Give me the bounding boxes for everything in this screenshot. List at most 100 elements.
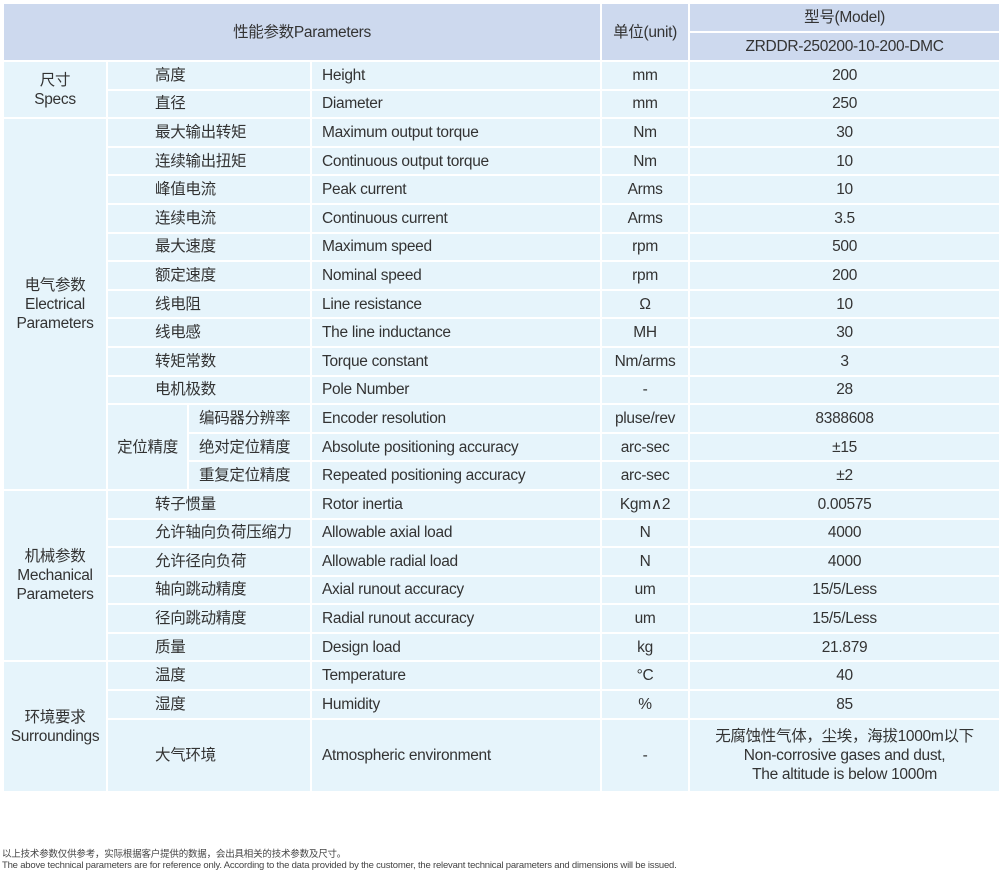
param-unit: kg <box>600 631 691 663</box>
param-name-zh: 高度 <box>106 60 312 91</box>
param-name-en: Maximum output torque <box>309 117 603 148</box>
table-row: 线电感 The line inductance MH 30 <box>3 317 1000 348</box>
param-unit: Nm <box>600 145 691 177</box>
param-value: 28 <box>688 374 1000 406</box>
param-value: 10 <box>688 174 1000 205</box>
param-name-zh: 直径 <box>106 88 312 120</box>
param-value: 30 <box>688 117 1000 148</box>
group-label: 定位精度 <box>106 403 189 491</box>
table-row: 电气参数 Electrical Parameters 最大输出转矩 Maximum … <box>2 117 1000 491</box>
param-name-en: Temperature <box>309 660 603 692</box>
table-row: 峰值电流 Peak current Arms 10 <box>3 174 1000 205</box>
param-name-zh: 轴向跳动精度 <box>106 574 312 606</box>
param-unit: MH <box>600 317 691 348</box>
param-value: 0.00575 <box>688 488 1000 520</box>
param-value: 无腐蚀性气体，尘埃，海拔1000m以下 Non-corrosive gases … <box>688 717 1000 793</box>
header-parameters: 性能参数Parameters <box>1 2 603 62</box>
footnote-en: The above technical parameters are for r… <box>2 860 677 871</box>
param-value: 30 <box>688 317 1000 348</box>
param-unit: Kgm∧2 <box>600 488 691 520</box>
param-value: 21.879 <box>688 631 1000 663</box>
param-unit: mm <box>600 60 691 91</box>
table-row: 电机极数 Pole Number -28 <box>3 374 1000 406</box>
param-name-en: Atmospheric environment <box>309 717 603 793</box>
param-value: 10 <box>688 145 1000 177</box>
param-name-en: Allowable axial load <box>309 517 603 549</box>
table-row: 连续输出扭矩 Continuous output torque Nm 10 <box>3 145 1000 177</box>
param-name-en: Design load <box>309 631 603 663</box>
table-row: 允许轴向负荷压缩力 Allowable axial load N 4000 <box>3 517 1000 549</box>
param-value: 4000 <box>688 546 1000 577</box>
table-row: 绝对定位精度 Absolute positioning accuracy arc-s… <box>3 431 1000 463</box>
param-name-en: Repeated positioning accuracy <box>309 460 603 491</box>
param-name-zh: 连续电流 <box>106 202 312 234</box>
param-value: 10 <box>688 288 1000 320</box>
param-name-en: Continuous output torque <box>309 145 603 177</box>
table-row: 线电阻 Line resistance Ω 10 <box>3 288 1000 320</box>
param-name-en: The line inductance <box>309 317 603 348</box>
param-name-en: Maximum speed <box>309 231 603 263</box>
param-value: 500 <box>688 231 1000 263</box>
param-value: 40 <box>688 660 1000 692</box>
param-name-en: Continuous current <box>309 202 603 234</box>
param-name-en: Nominal speed <box>309 260 603 291</box>
param-name-zh: 允许轴向负荷压缩力 <box>106 517 312 549</box>
param-unit: rpm <box>600 231 691 263</box>
param-value: 200 <box>688 60 1000 91</box>
param-name-en: Peak current <box>309 174 603 205</box>
param-name-en: Absolute positioning accuracy <box>309 431 603 463</box>
param-unit: °C <box>600 660 691 692</box>
param-value: 15/5/Less <box>688 574 1000 606</box>
footnote-zh: 以上技术参数仅供参考，实际根据客户提供的数据，会出具相关的技术参数及尺寸。 <box>2 849 347 860</box>
param-unit: rpm <box>600 260 691 291</box>
table-row: 径向跳动精度 Radial runout accuracy um 15/5/Less <box>3 603 1000 634</box>
param-value: 8388608 <box>688 403 1000 434</box>
param-value: 3 <box>688 345 1000 377</box>
param-name-zh: 大气环境 <box>106 717 312 793</box>
param-name-en: Axial runout accuracy <box>309 574 603 606</box>
param-unit: N <box>600 546 691 577</box>
param-name-zh: 最大速度 <box>106 231 312 263</box>
param-value: 15/5/Less <box>688 603 1000 634</box>
param-name-zh: 重复定位精度 <box>187 460 312 491</box>
param-name-zh: 质量 <box>106 631 312 663</box>
table-row: 转矩常数 Torque constant Nm/arms 3 <box>3 345 1000 377</box>
param-name-en: Radial runout accuracy <box>309 603 603 634</box>
param-unit: Nm <box>600 117 691 148</box>
param-name-zh: 线电感 <box>106 317 312 348</box>
param-name-en: Diameter <box>309 88 603 120</box>
table-row: 最大速度 Maximum speed rpm 500 <box>3 231 1000 263</box>
param-name-zh: 线电阻 <box>106 288 312 320</box>
table-row: 连续电流 Continuous current Arms 3.5 <box>3 202 1000 234</box>
header-model: ZRDDR-250200-10-200-DMC <box>688 31 1000 62</box>
param-name-zh: 连续输出扭矩 <box>106 145 312 177</box>
param-unit: mm <box>600 88 691 120</box>
param-value: 250 <box>688 88 1000 120</box>
param-name-en: Height <box>309 60 603 91</box>
spec-table-body: 尺寸 Specs 高度 Height mm 200 直径 Diameter mm 250 电气参数… <box>2 59 1000 793</box>
table-row: 环境要求 Surroundings 温度 Temperature °C 40 <box>2 660 1000 793</box>
param-name-zh: 电机极数 <box>106 374 312 406</box>
param-unit: - <box>600 374 691 406</box>
table-row: 重复定位精度 Repeated positioning accuracy arc-s… <box>3 460 1000 491</box>
table-row: 轴向跳动精度 Axial runout accuracy um 15/5/Less <box>3 574 1000 606</box>
param-value: 85 <box>688 689 1000 720</box>
section-label: 电气参数 Electrical Parameters <box>2 117 108 491</box>
header-unit: 单位(unit) <box>600 2 691 62</box>
param-unit: % <box>600 689 691 720</box>
table-row: 额定速度 Nominal speed rpm 200 <box>3 260 1000 291</box>
section-label: 尺寸 Specs <box>2 59 108 120</box>
param-name-zh: 编码器分辨率 <box>187 403 312 434</box>
param-value: 3.5 <box>688 202 1000 234</box>
param-unit: N <box>600 517 691 549</box>
param-name-zh: 温度 <box>106 660 312 692</box>
param-name-zh: 转矩常数 <box>106 345 312 377</box>
table-row: 机械参数 Mechanical Parameters 转子惯量 Rotor iner… <box>2 488 1000 663</box>
spec-table: 性能参数Parameters 单位(unit) 型号(Model) ZRDDR-… <box>1 2 1000 793</box>
param-name-en: Pole Number <box>309 374 603 406</box>
table-row: 直径 Diameter mm 250 <box>3 88 1000 120</box>
param-name-en: Line resistance <box>309 288 603 320</box>
section-label: 环境要求 Surroundings <box>2 660 108 793</box>
table-row: 质量 Design load kg 21.879 <box>3 631 1000 663</box>
param-name-en: Humidity <box>309 689 603 720</box>
